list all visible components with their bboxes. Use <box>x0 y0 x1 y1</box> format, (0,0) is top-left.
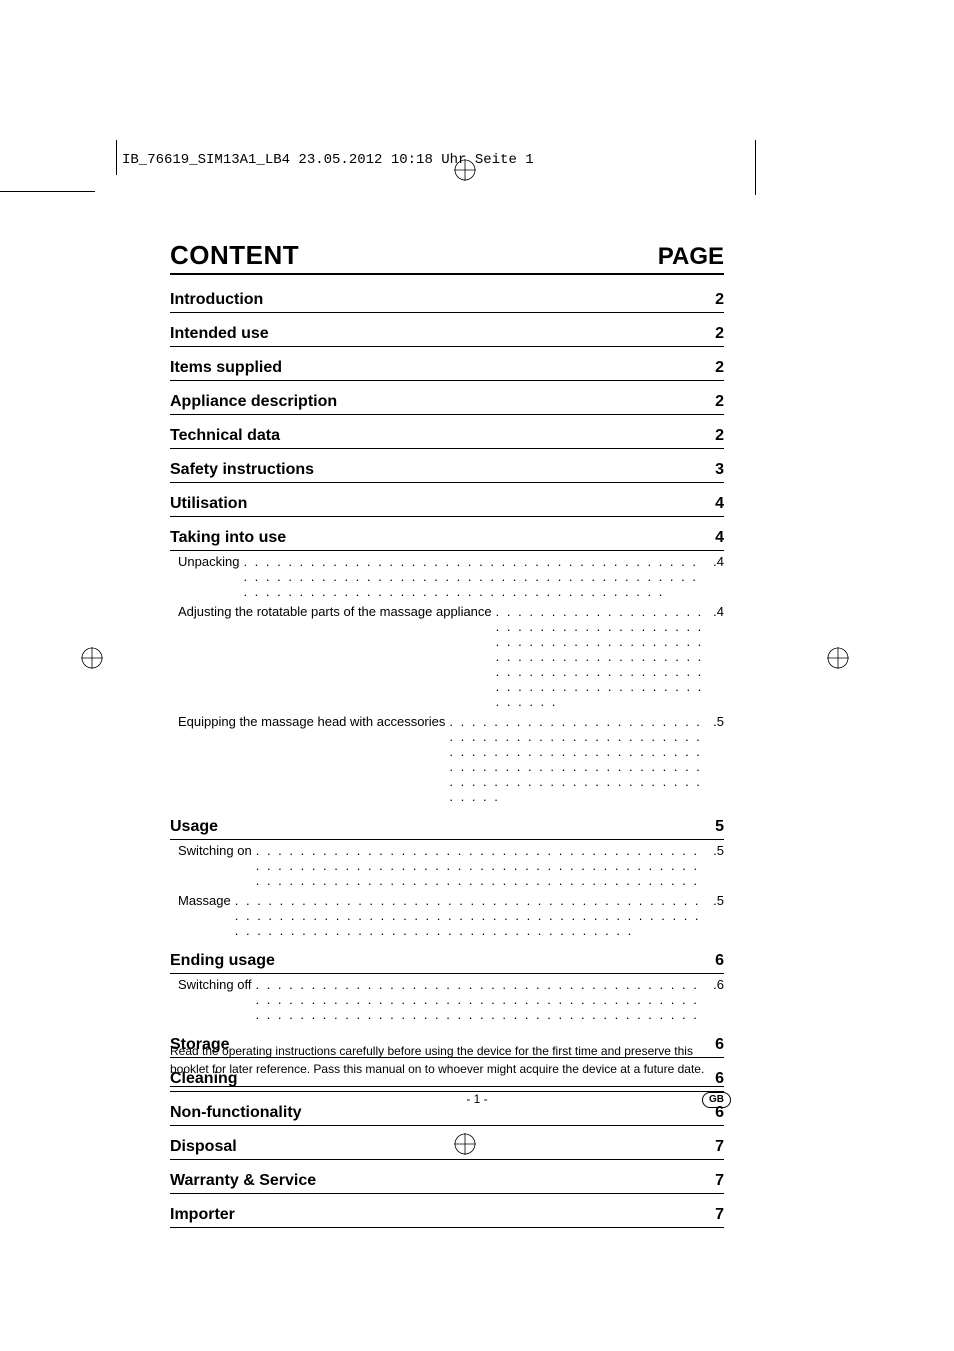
toc-section-page: 2 <box>715 393 724 411</box>
toc-subsection-title: Switching on <box>178 843 252 858</box>
toc-subsection-page: .4 <box>713 554 724 569</box>
toc-dots-leader: . . . . . . . . . . . . . . . . . . . . … <box>243 554 709 599</box>
toc-section: Taking into use 4 <box>170 525 724 551</box>
toc-section-title: Utilisation <box>170 495 247 513</box>
toc-subsection-page: .5 <box>713 714 724 729</box>
toc-section-title: Disposal <box>170 1138 237 1156</box>
toc-subsection-page: .5 <box>713 893 724 908</box>
toc-section: Non-functionality6 <box>170 1100 724 1126</box>
toc-subsection-title: Equipping the massage head with accessor… <box>178 714 445 729</box>
registration-mark-icon <box>81 647 103 669</box>
toc-section: Disposal 7 <box>170 1134 724 1160</box>
toc-dots-leader: . . . . . . . . . . . . . . . . . . . . … <box>449 714 709 804</box>
toc-subsection: Switching off . . . . . . . . . . . . . … <box>170 974 724 1024</box>
toc-section-page: 3 <box>715 461 724 479</box>
footer-divider <box>170 1086 724 1087</box>
content-heading: CONTENT <box>170 240 299 271</box>
toc-section-title: Appliance description <box>170 393 337 411</box>
toc-subsection-page: .6 <box>713 977 724 992</box>
toc-section-title: Introduction <box>170 291 263 309</box>
toc-subsection: Equipping the massage head with accessor… <box>170 711 724 806</box>
crop-mark <box>755 140 756 195</box>
page-heading: PAGE <box>658 243 724 271</box>
toc-dots-leader: . . . . . . . . . . . . . . . . . . . . … <box>235 893 709 938</box>
toc-subsection-title: Unpacking <box>178 554 239 569</box>
toc-content: CONTENT PAGE Introduction2Intended use2I… <box>170 240 724 1228</box>
toc-section-page: 7 <box>715 1172 724 1190</box>
toc-section-page: 2 <box>715 359 724 377</box>
toc-title-row: CONTENT PAGE <box>170 240 724 275</box>
toc-section: Warranty & Service 7 <box>170 1168 724 1194</box>
toc-section: Appliance description 2 <box>170 389 724 415</box>
footer-note: Read the operating instructions carefull… <box>170 1042 724 1078</box>
toc-section: Utilisation 4 <box>170 491 724 517</box>
toc-section-title: Warranty & Service <box>170 1172 316 1190</box>
toc-section-page: 4 <box>715 529 724 547</box>
toc-section-title: Ending usage <box>170 952 275 970</box>
toc-subsection: Switching on . . . . . . . . . . . . . .… <box>170 840 724 890</box>
crop-mark <box>0 191 95 192</box>
toc-section-title: Items supplied <box>170 359 282 377</box>
toc-section: Usage 5 <box>170 814 724 840</box>
toc-section-title: Taking into use <box>170 529 286 547</box>
toc-subsection: Massage . . . . . . . . . . . . . . . . … <box>170 890 724 940</box>
region-badge: GB <box>702 1092 731 1108</box>
toc-section-page: 5 <box>715 818 724 836</box>
toc-section: Introduction 2 <box>170 287 724 313</box>
toc-section-page: 6 <box>715 952 724 970</box>
toc-dots-leader: . . . . . . . . . . . . . . . . . . . . … <box>256 843 709 888</box>
toc-dots-leader: . . . . . . . . . . . . . . . . . . . . … <box>496 604 710 709</box>
toc-section: Importer 7 <box>170 1202 724 1228</box>
toc-subsection: Unpacking . . . . . . . . . . . . . . . … <box>170 551 724 601</box>
toc-section-page: 4 <box>715 495 724 513</box>
toc-section-page: 2 <box>715 325 724 343</box>
toc-section-title: Intended use <box>170 325 269 343</box>
toc-section: Technical data 2 <box>170 423 724 449</box>
toc-section-title: Safety instructions <box>170 461 314 479</box>
toc-section-title: Importer <box>170 1206 235 1224</box>
toc-section-page: 7 <box>715 1206 724 1224</box>
page-number: - 1 - <box>466 1092 487 1106</box>
document-header-info: IB_76619_SIM13A1_LB4 23.05.2012 10:18 Uh… <box>122 152 534 168</box>
toc-section: Safety instructions 3 <box>170 457 724 483</box>
toc-section-page: 2 <box>715 291 724 309</box>
toc-section: Ending usage 6 <box>170 948 724 974</box>
toc-section-page: 7 <box>715 1138 724 1156</box>
toc-section-title: Usage <box>170 818 218 836</box>
toc-section: Items supplied 2 <box>170 355 724 381</box>
registration-mark-icon <box>827 647 849 669</box>
toc-section-title: Non-functionality <box>170 1104 302 1122</box>
toc-section-page: 2 <box>715 427 724 445</box>
toc-subsection-title: Adjusting the rotatable parts of the mas… <box>178 604 492 619</box>
crop-mark <box>116 140 117 175</box>
toc-subsection-title: Switching off <box>178 977 251 992</box>
toc-subsection: Adjusting the rotatable parts of the mas… <box>170 601 724 711</box>
toc-subsection-page: .5 <box>713 843 724 858</box>
toc-subsection-title: Massage <box>178 893 231 908</box>
toc-dots-leader: . . . . . . . . . . . . . . . . . . . . … <box>255 977 709 1022</box>
toc-section: Intended use 2 <box>170 321 724 347</box>
toc-subsection-page: .4 <box>713 604 724 619</box>
toc-section-title: Technical data <box>170 427 280 445</box>
